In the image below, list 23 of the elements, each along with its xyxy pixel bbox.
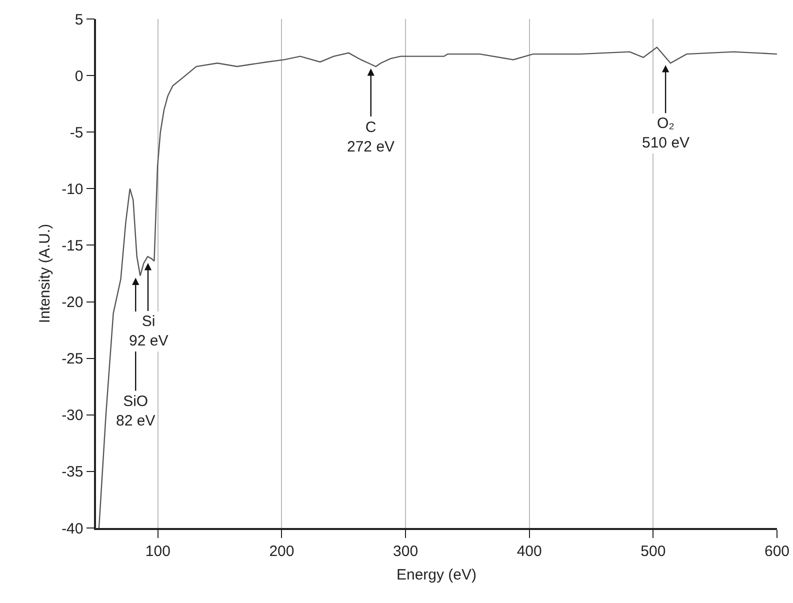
y-tick-label: -40 [62, 520, 84, 538]
x-tick-label: 100 [145, 542, 170, 560]
y-tick-label: -25 [62, 350, 84, 368]
line-series [98, 46, 777, 528]
x-tick-label: 500 [640, 542, 666, 560]
x-tick-label: 600 [764, 542, 790, 560]
y-tick-label: -15 [62, 237, 84, 254]
x-axis-title: Energy (eV) [396, 566, 477, 584]
y-axis-title: Intensity (A.U.) [36, 224, 54, 324]
y-tick-label: -5 [70, 124, 84, 142]
annotation: O₂ 510 eV [642, 115, 690, 152]
x-tick-label: 200 [269, 542, 294, 560]
annotation: SiO 82 eV [116, 393, 156, 430]
annotation: C 272 eV [347, 119, 395, 156]
y-tick-label: 5 [74, 11, 84, 28]
y-tick-label: -10 [62, 180, 84, 198]
y-tick-label: -35 [62, 464, 84, 481]
y-tick-label: -30 [62, 407, 84, 424]
x-tick-label: 300 [393, 542, 418, 560]
y-tick-label: -20 [62, 294, 84, 312]
annotation: Si 92 eV [129, 313, 168, 350]
y-tick-label: 0 [74, 68, 84, 85]
x-tick-label: 400 [516, 542, 542, 560]
